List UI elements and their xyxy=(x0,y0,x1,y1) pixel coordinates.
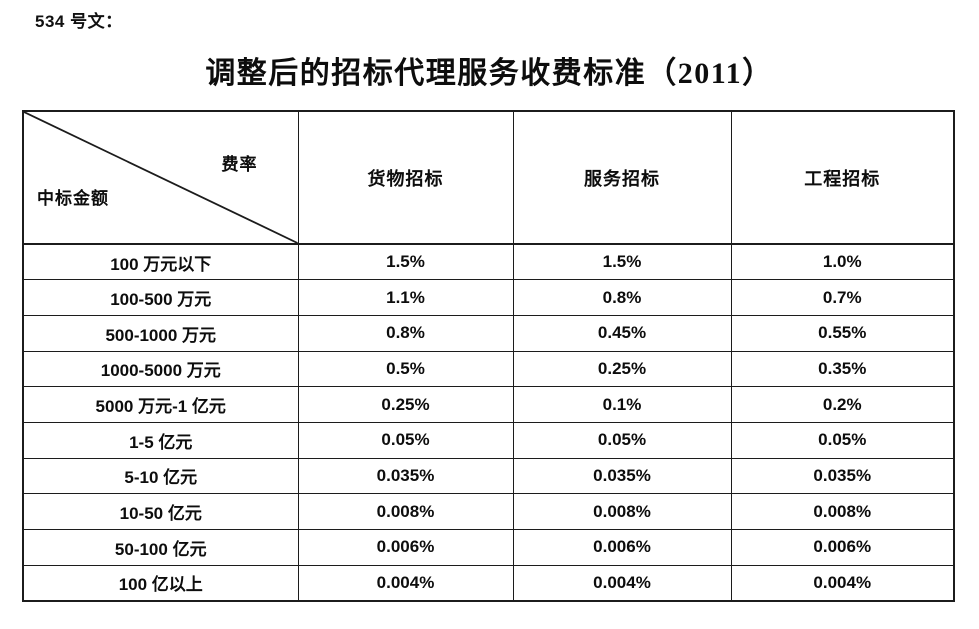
fee-rate-table: 费率 中标金额 货物招标 服务招标 工程招标 100 万元以下 1.5% 1.5% 1… xyxy=(22,110,955,602)
column-header-service-bidding: 服务招标 xyxy=(512,110,732,245)
column-header-engineering-bidding: 工程招标 xyxy=(730,110,955,245)
table-row: 100 万元以下 1.5% 1.5% 1.0% xyxy=(22,243,955,281)
rate-cell: 0.35% xyxy=(730,350,955,388)
table-row: 100 亿以上 0.004% 0.004% 0.004% xyxy=(22,564,955,602)
rate-cell: 0.008% xyxy=(297,493,514,530)
rate-cell: 0.006% xyxy=(512,529,732,566)
rate-cell: 0.035% xyxy=(730,457,955,495)
amount-range-cell: 10-50 亿元 xyxy=(22,493,299,530)
column-header-goods-bidding: 货物招标 xyxy=(297,110,514,245)
rate-cell: 0.004% xyxy=(512,564,732,602)
amount-range-cell: 100 万元以下 xyxy=(22,243,299,281)
rate-cell: 0.004% xyxy=(730,564,955,602)
table-row: 5000 万元-1 亿元 0.25% 0.1% 0.2% xyxy=(22,386,955,423)
rate-cell: 1.5% xyxy=(297,243,514,281)
rate-cell: 0.008% xyxy=(512,493,732,530)
amount-range-cell: 50-100 亿元 xyxy=(22,529,299,566)
table-row: 10-50 亿元 0.008% 0.008% 0.008% xyxy=(22,493,955,530)
table-row: 50-100 亿元 0.006% 0.006% 0.006% xyxy=(22,529,955,566)
amount-range-cell: 1000-5000 万元 xyxy=(22,350,299,388)
rate-cell: 0.55% xyxy=(730,314,955,352)
rate-cell: 0.5% xyxy=(297,350,514,388)
rate-cell: 0.7% xyxy=(730,279,955,316)
corner-header-cell: 费率 中标金额 xyxy=(22,110,299,245)
amount-range-cell: 1-5 亿元 xyxy=(22,421,299,459)
rate-cell: 0.035% xyxy=(297,457,514,495)
corner-label-rate: 费率 xyxy=(221,155,258,174)
diagonal-divider-line xyxy=(24,112,298,243)
header-row: 费率 中标金额 货物招标 服务招标 工程招标 xyxy=(22,110,955,245)
rate-cell: 0.2% xyxy=(730,386,955,423)
rate-cell: 0.05% xyxy=(730,421,955,459)
rate-cell: 1.1% xyxy=(297,279,514,316)
rate-cell: 0.1% xyxy=(512,386,732,423)
table-row: 100-500 万元 1.1% 0.8% 0.7% xyxy=(22,279,955,316)
rate-cell: 1.5% xyxy=(512,243,732,281)
rate-cell: 0.8% xyxy=(297,314,514,352)
rate-cell: 0.25% xyxy=(297,386,514,423)
table-row: 500-1000 万元 0.8% 0.45% 0.55% xyxy=(22,314,955,352)
rate-cell: 0.05% xyxy=(297,421,514,459)
rate-cell: 0.8% xyxy=(512,279,732,316)
rate-cell: 0.008% xyxy=(730,493,955,530)
rate-cell: 0.004% xyxy=(297,564,514,602)
table-body: 100 万元以下 1.5% 1.5% 1.0% 100-500 万元 1.1% 0.8% 0.… xyxy=(22,243,955,602)
table-row: 5-10 亿元 0.035% 0.035% 0.035% xyxy=(22,457,955,495)
rate-cell: 0.006% xyxy=(730,529,955,566)
amount-range-cell: 5-10 亿元 xyxy=(22,457,299,495)
table-row: 1-5 亿元 0.05% 0.05% 0.05% xyxy=(22,421,955,459)
rate-cell: 0.05% xyxy=(512,421,732,459)
rate-cell: 0.25% xyxy=(512,350,732,388)
rate-cell: 0.45% xyxy=(512,314,732,352)
rate-cell: 1.0% xyxy=(730,243,955,281)
corner-label-amount: 中标金额 xyxy=(37,189,109,208)
table-row: 1000-5000 万元 0.5% 0.25% 0.35% xyxy=(22,350,955,388)
amount-range-cell: 100 亿以上 xyxy=(22,564,299,602)
rate-cell: 0.006% xyxy=(297,529,514,566)
page-title: 调整后的招标代理服务收费标准（2011） xyxy=(205,57,774,90)
doc-ref-label: 534 号文： xyxy=(35,12,123,31)
amount-range-cell: 100-500 万元 xyxy=(22,279,299,316)
amount-range-cell: 5000 万元-1 亿元 xyxy=(22,386,299,423)
amount-range-cell: 500-1000 万元 xyxy=(22,314,299,352)
rate-cell: 0.035% xyxy=(512,457,732,495)
